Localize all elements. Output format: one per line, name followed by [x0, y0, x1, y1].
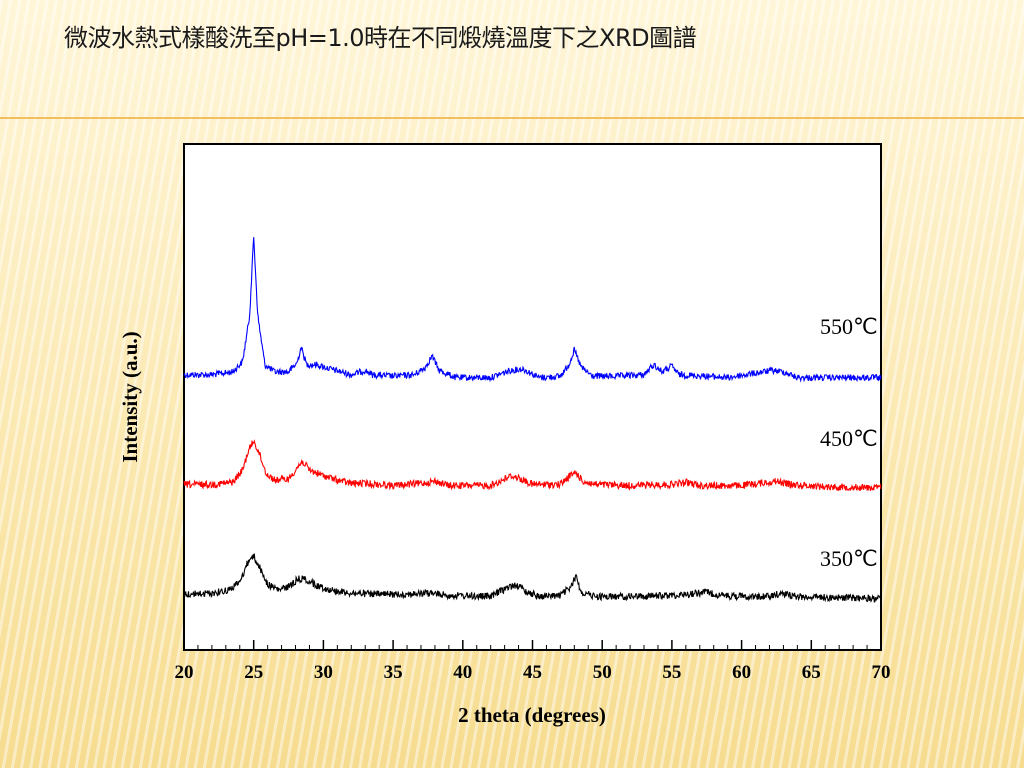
x-tick-label: 60: [732, 662, 751, 683]
x-tick-label: 35: [384, 662, 403, 683]
x-tick-label: 40: [453, 662, 472, 683]
plot-area: [183, 143, 882, 651]
series-line-550c: [183, 237, 882, 383]
series-label-550c: 550℃: [820, 314, 878, 339]
y-axis-title: Intensity (a.u.): [118, 331, 142, 462]
title-divider: [0, 117, 1024, 119]
series-labels: 550℃ 450℃ 350℃: [820, 314, 878, 571]
x-axis-ticks: 20 25 30 35 40 45 50 55 60 65 70: [175, 640, 891, 683]
x-tick-label: 65: [802, 662, 821, 683]
x-axis-title: 2 theta (degrees): [458, 703, 606, 727]
x-tick-label: 25: [244, 662, 263, 683]
series-label-350c: 350℃: [820, 546, 878, 571]
series-line-350c: [183, 553, 882, 603]
x-tick-label: 30: [314, 662, 333, 683]
slide-title: 微波水熱式樣酸洗至pH=1.0時在不同煅燒溫度下之XRD圖譜: [64, 24, 697, 52]
x-tick-label: 50: [593, 662, 612, 683]
series-label-450c: 450℃: [820, 426, 878, 451]
x-tick-label: 55: [662, 662, 681, 683]
x-tick-label: 70: [872, 662, 891, 683]
x-tick-label: 20: [175, 662, 194, 683]
series-line-450c: [183, 439, 882, 492]
x-tick-label: 45: [523, 662, 542, 683]
series-layer: [183, 237, 882, 603]
